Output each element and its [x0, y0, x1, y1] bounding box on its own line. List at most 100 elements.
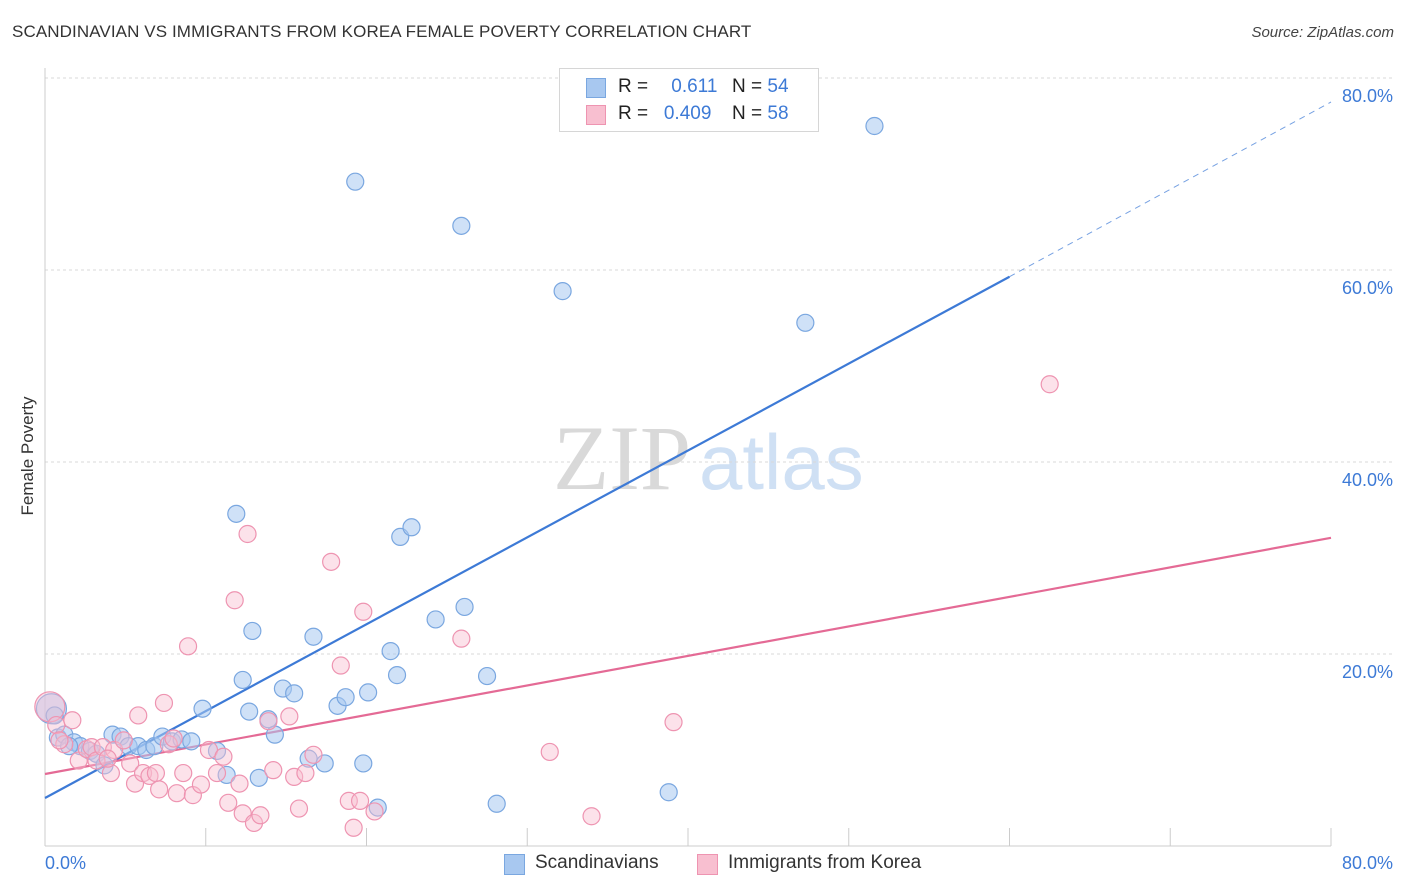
korea-point	[178, 637, 198, 656]
scandinavian-point	[240, 702, 259, 721]
scandinavian-point	[659, 783, 678, 802]
korea-point	[304, 745, 323, 764]
x-tick-label: 0.0%	[45, 853, 86, 873]
korea-point	[63, 711, 82, 730]
y-axis-label: Female Poverty	[18, 396, 37, 516]
korea-point	[121, 754, 140, 773]
scandinavian-point	[553, 282, 572, 301]
korea-point	[146, 763, 166, 783]
korea-point	[174, 763, 193, 783]
korea-point	[93, 738, 112, 757]
korea-point	[331, 656, 350, 675]
korea-point	[251, 806, 270, 825]
scandinavian-point	[477, 666, 497, 686]
scandinavian-point	[285, 684, 304, 703]
korea-point	[219, 793, 238, 812]
y-tick-label: 40.0%	[1342, 470, 1393, 490]
korea-trend-line	[44, 536, 1332, 776]
scandinavian-point	[243, 621, 262, 641]
scandinavian-point	[193, 699, 212, 718]
korea-point	[289, 799, 309, 818]
korea-point	[98, 749, 117, 768]
scandinavian-point	[796, 313, 815, 332]
korea-point	[664, 713, 683, 732]
legend-label: Scandinavians	[535, 852, 659, 873]
scandinavian-trend-extension	[1009, 101, 1332, 278]
scandinavian-trend-line	[44, 275, 1011, 799]
scandinavian-point	[359, 683, 378, 702]
korea-point	[582, 807, 601, 826]
korea-point	[167, 784, 186, 803]
scandinavian-point	[249, 768, 268, 787]
scandinavian-point	[387, 666, 407, 685]
scandinavian-point	[381, 642, 400, 661]
korea-point	[264, 761, 283, 780]
legend-swatch-pink	[586, 105, 606, 125]
gridlines	[45, 77, 1392, 655]
scandinavian-point	[182, 732, 201, 751]
chart-title: SCANDINAVIAN VS IMMIGRANTS FROM KOREA FE…	[12, 22, 752, 41]
scandinavian-point	[233, 670, 252, 690]
korea-point	[365, 802, 384, 821]
korea-point	[259, 712, 278, 731]
legend-swatch-pink	[697, 854, 718, 875]
scandinavian-point	[336, 688, 355, 707]
scandinavian-point	[455, 597, 474, 617]
korea-point	[207, 763, 227, 783]
korea-point	[238, 524, 257, 544]
trend-lines	[44, 101, 1332, 799]
korea-point	[114, 731, 133, 750]
korea-point	[47, 715, 66, 735]
korea-point	[159, 735, 178, 754]
y-tick-label: 20.0%	[1342, 662, 1393, 682]
y-tick-label: 80.0%	[1342, 86, 1393, 106]
scandinavian-point	[304, 627, 323, 646]
scandinavian-point	[402, 518, 421, 537]
korea-point	[230, 774, 249, 793]
korea-point	[34, 691, 66, 723]
y-tick-label: 60.0%	[1342, 278, 1393, 298]
scandinavian-point	[426, 610, 445, 629]
korea-point	[164, 729, 183, 748]
n-value: 54	[767, 76, 789, 97]
legend-swatch-blue	[504, 854, 525, 875]
korea-point	[129, 706, 148, 725]
n-label: N =	[732, 103, 763, 124]
korea-point	[1040, 375, 1059, 394]
korea-point	[452, 629, 471, 648]
scandinavian-point	[865, 116, 884, 136]
korea-point	[50, 731, 69, 750]
tick-labels: 20.0% 40.0% 60.0% 80.0% 0.0% 80.0%	[45, 86, 1393, 873]
korea-point	[296, 763, 315, 783]
scandinavian-point	[354, 754, 373, 773]
scandinavian-point	[487, 794, 506, 813]
korea-point	[285, 767, 304, 786]
axes	[44, 68, 1332, 847]
source-credit: Source: ZipAtlas.com	[1251, 24, 1394, 41]
scandinavian-point	[452, 216, 471, 235]
korea-point	[150, 780, 169, 799]
korea-point	[191, 775, 211, 794]
korea-point	[350, 791, 370, 810]
legend-swatch-blue	[586, 78, 606, 98]
scandinavian-point	[227, 504, 246, 523]
korea-point	[540, 742, 559, 762]
korea-point	[225, 591, 244, 610]
korea-point	[322, 552, 341, 571]
n-value: 58	[767, 103, 789, 124]
korea-point	[154, 693, 174, 713]
korea-point	[101, 763, 121, 783]
data-points	[34, 116, 1059, 837]
n-label: N =	[732, 76, 763, 97]
r-value: 0.611	[671, 76, 718, 97]
korea-point	[214, 747, 233, 766]
korea-point	[280, 707, 299, 726]
x-tick-label: 80.0%	[1342, 853, 1393, 873]
r-value: 0.409	[663, 103, 712, 124]
r-label: R =	[618, 103, 649, 124]
korea-point	[344, 818, 363, 837]
korea-point	[354, 602, 373, 621]
legend-label: Immigrants from Korea	[728, 852, 922, 873]
scandinavian-point	[346, 172, 365, 191]
